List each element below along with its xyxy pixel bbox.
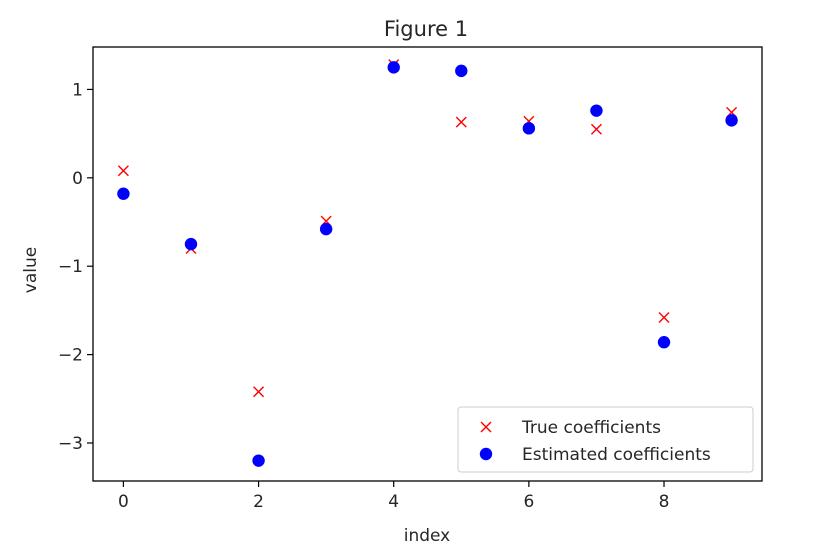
y-tick-label: −1 [58,257,83,277]
x-tick-label: 2 [253,492,264,512]
estimated-coefficient-point [184,237,198,251]
true-coefficient-point [117,165,129,177]
estimated-coefficient-point [117,187,130,200]
legend-entry-label: Estimated coefficients [522,445,711,465]
estimated-coefficient-point [590,104,603,117]
estimated-coefficient-point [319,222,333,236]
true-coefficient-point [658,311,670,323]
estimated-coefficient-point [725,114,738,127]
y-tick-label: −2 [58,346,83,366]
x-axis-ticks: 0 2 4 6 8 [118,481,669,512]
estimated-coefficient-point [657,336,671,349]
x-axis-label: index [404,526,451,546]
estimated-coefficient-point [522,122,536,135]
x-tick-label: 8 [659,492,670,512]
legend: True coefficients Estimated coefficients [457,406,754,473]
true-coefficient-point [253,386,265,398]
legend-box [457,406,754,473]
legend-marker-x [480,421,492,433]
y-tick-label: 0 [72,169,83,189]
y-axis-ticks: −3 −2 −1 0 1 [58,80,93,454]
y-tick-label: 1 [72,80,83,100]
legend-entry-label: True coefficients [521,418,661,438]
true-coefficient-point [455,116,467,128]
chart-title: Figure 1 [384,17,468,41]
y-axis-label: value [21,247,41,293]
estimated-coefficient-point [387,61,400,74]
estimated-coefficient-point [252,454,265,467]
x-tick-label: 4 [388,492,399,512]
y-tick-label: −3 [58,434,83,454]
plot-area [92,46,763,482]
legend-marker-circle [479,447,493,461]
estimated-coefficient-point [455,64,468,78]
x-tick-label: 0 [118,492,129,512]
plot-frame [92,46,763,482]
x-tick-label: 6 [523,492,534,512]
data-markers [117,59,738,467]
true-coefficient-point [590,123,602,135]
